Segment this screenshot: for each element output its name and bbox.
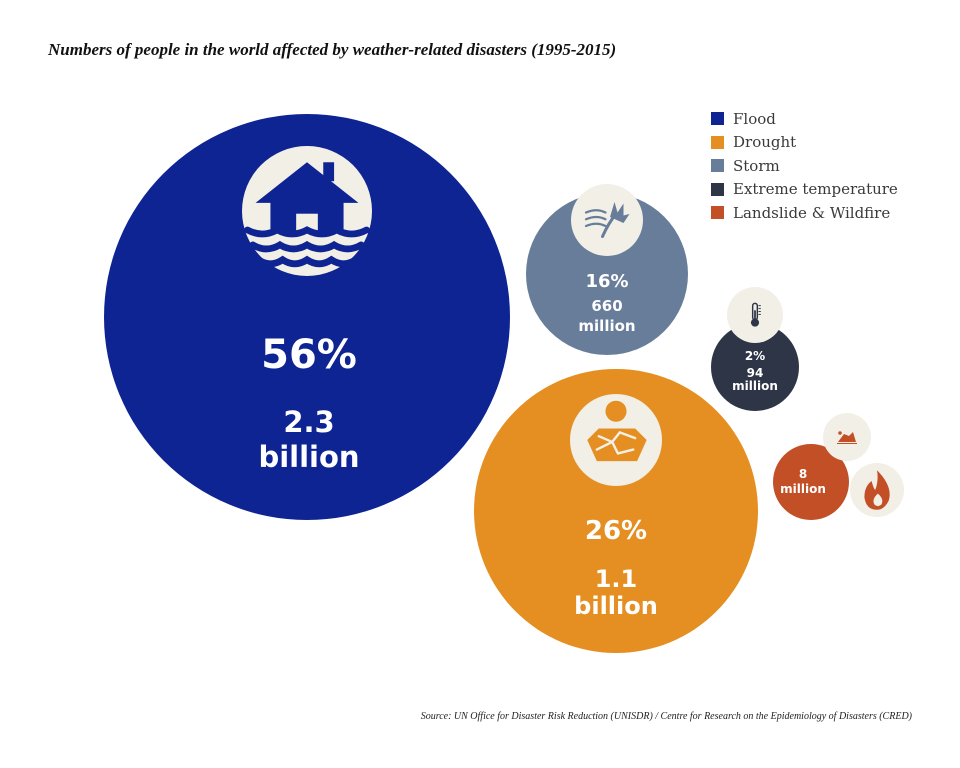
people-value-storm: 660 [591,297,622,315]
legend-swatch-flood [711,112,724,126]
percent-label-extreme-temperature: 2% [745,349,765,363]
legend-label-storm: Storm [733,156,780,175]
people-unit-drought: billion [574,592,658,620]
people-value-extreme-temperature: 94 [747,366,764,380]
percent-label-drought: 26% [585,516,647,546]
legend-swatch-storm [711,159,724,173]
people-unit-flood: billion [258,440,359,474]
legend-swatch-extreme-temperature [711,182,724,196]
people-unit-extreme-temperature: million [732,379,778,393]
bubble-circle-extreme-temperature [711,323,799,411]
legend-swatch-drought [711,135,724,149]
legend-label-extreme-temperature: Extreme temperature [733,180,898,199]
people-value-drought: 1.1 [595,565,638,593]
bubble-circle-landslide-wildfire [773,444,849,520]
legend-swatch-landslide-wildfire [711,206,724,220]
people-unit-storm: million [578,317,635,335]
legend-item-drought: Drought [711,131,898,155]
bubble-circle-storm [526,193,688,355]
percent-label-flood: 56% [261,332,357,378]
chart-title: Numbers of people in the world affected … [48,40,617,59]
storm-wind-tree-icon [571,184,643,256]
legend-item-storm: Storm [711,154,898,178]
legend-label-flood: Flood [733,109,776,128]
flooded-house-icon [242,146,372,276]
legend-item-landslide-wildfire: Landslide & Wildfire [711,201,898,225]
legend-item-extreme-temperature: Extreme temperature [711,178,898,202]
chart-legend: Flood Drought Storm Extreme temperature … [711,107,898,225]
legend-label-landslide-wildfire: Landslide & Wildfire [733,203,891,222]
landslide-icon [823,413,871,461]
dry-cracked-earth-icon [570,394,662,486]
legend-item-flood: Flood [711,107,898,131]
bubble-storm: 16% 660 million [526,184,688,355]
bubble-circle-flood [104,114,510,520]
bubble-circle-drought [474,369,758,653]
people-value-flood: 2.3 [283,405,334,439]
legend-label-drought: Drought [733,133,797,152]
source-note: Source: UN Office for Disaster Risk Redu… [420,711,912,722]
percent-label-storm: 16% [585,271,628,292]
people-value-landslide-wildfire: 8 [799,467,807,481]
wildfire-icon [850,463,904,517]
thermometer-icon [727,287,783,343]
people-unit-landslide-wildfire: million [780,482,826,496]
